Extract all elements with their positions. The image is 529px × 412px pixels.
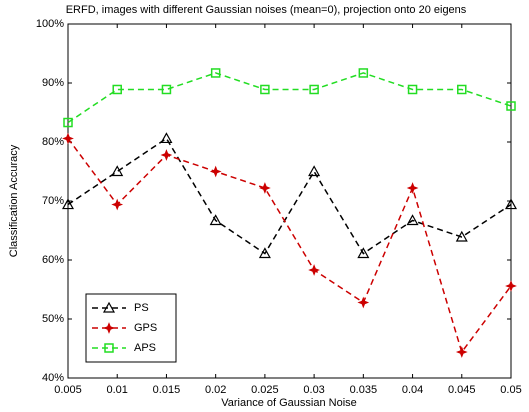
marker: [504, 198, 518, 210]
y-tick-label: 90%: [42, 77, 64, 89]
y-axis-label: Classification Accuracy: [8, 144, 20, 257]
x-axis-label: Variance of Gaussian Noise: [221, 397, 357, 409]
x-tick-label: 0.045: [448, 384, 476, 396]
marker: [63, 117, 73, 128]
y-tick-label: 40%: [42, 372, 64, 384]
series-line: [67, 137, 512, 255]
marker: [209, 165, 222, 178]
x-tick-label: 0.015: [153, 384, 181, 396]
marker: [357, 296, 370, 309]
legend-label: APS: [134, 342, 156, 354]
x-tick-label: 0.05: [500, 384, 521, 396]
marker: [161, 84, 172, 95]
x-tick-label: 0.02: [205, 384, 226, 396]
marker: [260, 84, 270, 95]
legend-marker: [102, 301, 116, 313]
legend-marker: [103, 322, 115, 334]
series-line: [67, 72, 512, 124]
legend-box: [85, 293, 177, 363]
marker: [455, 230, 468, 242]
marker: [111, 198, 124, 211]
x-tick-label: 0.04: [402, 384, 423, 396]
chart-title: ERFD, images with different Gaussian noi…: [66, 4, 467, 16]
marker: [407, 84, 418, 95]
marker: [111, 165, 124, 177]
marker: [455, 346, 468, 358]
x-tick-label: 0.03: [303, 384, 324, 396]
marker: [457, 84, 467, 95]
marker: [209, 214, 222, 226]
marker: [259, 182, 271, 194]
marker: [506, 101, 516, 111]
marker: [308, 264, 320, 276]
marker: [160, 132, 173, 144]
legend-label: GPS: [134, 322, 157, 334]
marker: [505, 280, 517, 292]
marker: [406, 182, 419, 194]
legend-label: PS: [134, 302, 149, 314]
marker: [357, 247, 370, 259]
legend-marker: [104, 343, 114, 353]
x-tick-label: 0.005: [54, 384, 82, 396]
y-tick-label: 80%: [42, 136, 64, 148]
marker: [62, 132, 74, 145]
y-tick-label: 100%: [36, 18, 64, 30]
marker: [112, 84, 122, 95]
y-tick-label: 70%: [42, 195, 64, 207]
marker: [61, 198, 75, 210]
marker: [309, 84, 319, 95]
x-tick-label: 0.035: [350, 384, 378, 396]
marker: [406, 214, 419, 226]
x-tick-label: 0.01: [107, 384, 128, 396]
marker: [258, 247, 271, 259]
y-tick-label: 60%: [42, 254, 64, 266]
y-tick-label: 50%: [42, 313, 64, 325]
marker: [358, 68, 369, 78]
marker: [210, 68, 221, 78]
series-line: [67, 138, 512, 354]
marker: [308, 165, 321, 177]
marker: [160, 149, 173, 161]
x-tick-label: 0.025: [251, 384, 279, 396]
